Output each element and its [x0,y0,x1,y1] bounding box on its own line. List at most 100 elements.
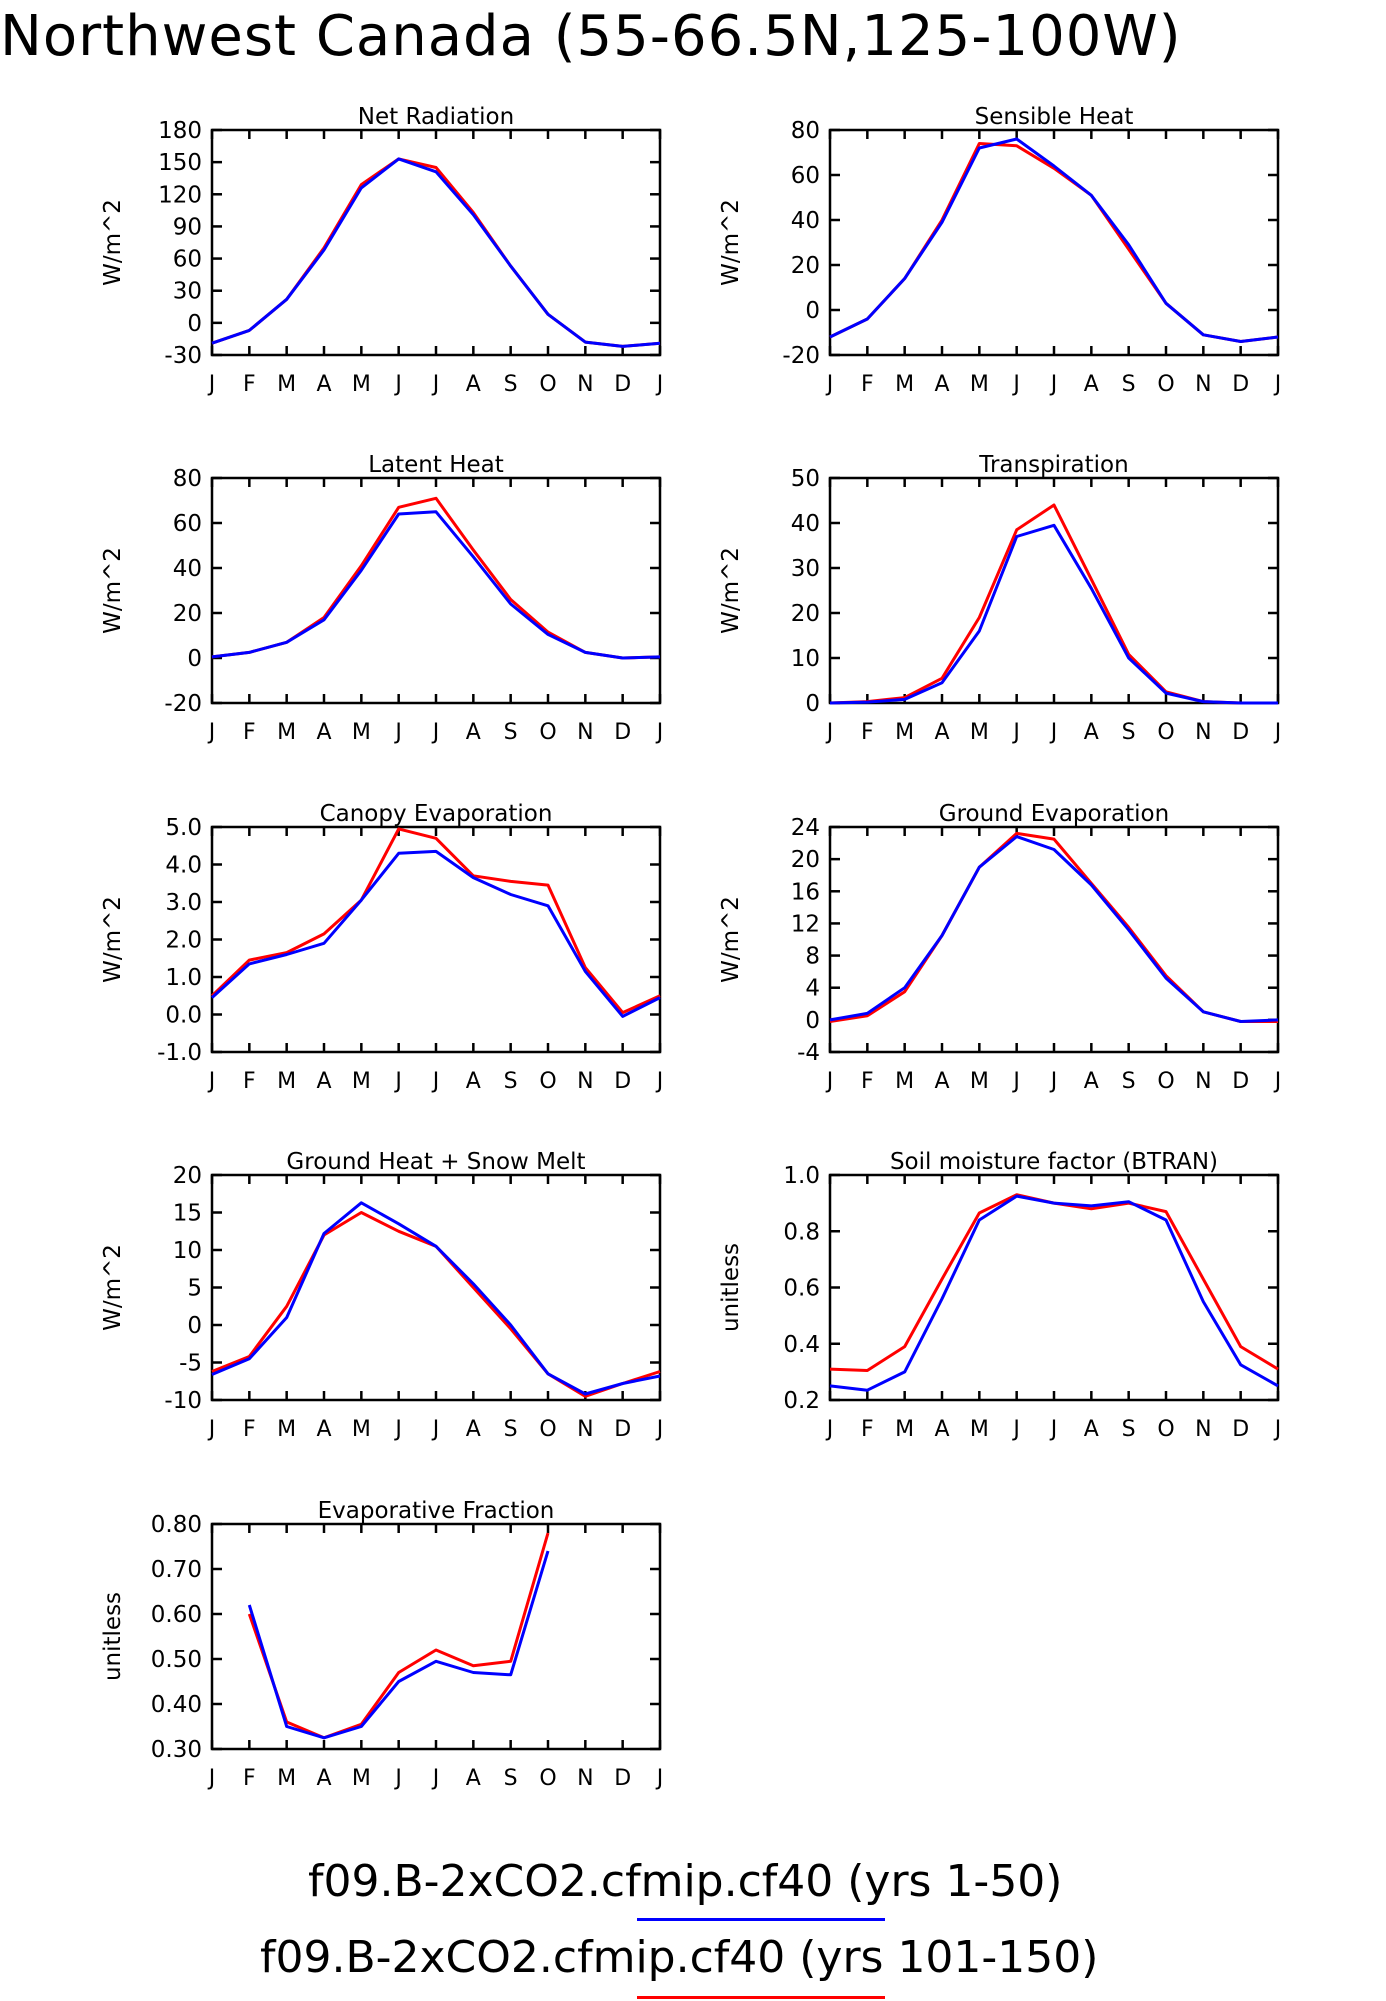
page-title: Northwest Canada (55-66.5N,125-100W) [0,4,1182,69]
x-tick-label: M [970,1069,989,1094]
plot-frame [210,825,662,1054]
x-tick-label: A [316,1069,331,1094]
x-tick-label: J [431,372,440,397]
x-tick-label: J [1049,372,1058,397]
x-tick-label: M [895,1069,914,1094]
y-tick-label: 0.50 [151,1647,202,1673]
x-tick-label: A [466,720,481,745]
chart-title: Sensible Heat [975,104,1134,130]
x-tick-label: J [393,720,402,745]
x-tick-label: S [1122,372,1136,397]
y-tick-label: 2.0 [165,928,202,954]
series-line-2 [210,849,661,1018]
x-tick-label: J [393,1766,402,1791]
x-tick-label: J [431,1069,440,1094]
x-tick-label: J [393,1069,402,1094]
y-tick-label: 40 [791,511,820,537]
series-line-1 [210,827,661,1015]
x-tick-label: F [243,720,256,745]
x-tick-label: S [1122,1417,1136,1442]
chart-panel-4: J F M A M J J A S O N D J01020304050TranspirationW/m… [718,452,1281,745]
y-tick-label: 60 [173,247,202,273]
y-tick-label: 0.80 [151,1512,202,1538]
x-tick-label: J [1011,720,1020,745]
x-tick-label: J [825,372,834,397]
x-tick-label: M [352,1417,371,1442]
y-tick-label: 0.2 [783,1388,820,1414]
y-tick-label: 1.0 [165,965,202,991]
x-tick-label: O [1157,720,1174,745]
x-tick-label: J [1011,372,1020,397]
x-tick-label: J [1049,720,1058,745]
y-tick-label: 16 [791,879,820,905]
x-tick-label: M [277,1766,296,1791]
y-tick-label: 0 [187,311,202,337]
x-tick-label: D [1232,1417,1249,1442]
plot-frame [828,128,1280,357]
x-tick-label: N [577,372,593,397]
y-tick-label: 60 [791,163,820,189]
x-tick-label: J [1011,1069,1020,1094]
x-tick-label: D [614,1417,631,1442]
y-tick-label: 40 [173,556,202,582]
x-tick-label: M [970,720,989,745]
y-tick-label: -30 [164,343,202,369]
y-tick-label: 0.6 [783,1276,820,1302]
x-tick-label: D [1232,372,1249,397]
x-tick-label: N [1195,1069,1211,1094]
x-tick-label: A [934,1417,949,1442]
x-tick-label: N [1195,1417,1211,1442]
x-tick-label: J [431,1417,440,1442]
x-tick-label: S [504,1766,518,1791]
plot-frame [828,825,1280,1054]
x-tick-label: J [393,372,402,397]
x-tick-label: F [861,372,874,397]
y-axis-label: W/m^2 [100,1244,126,1331]
x-tick-label: M [277,372,296,397]
x-tick-label: A [466,1417,481,1442]
y-tick-label: 20 [791,601,820,627]
x-tick-label: A [316,720,331,745]
x-tick-label: J [431,1766,440,1791]
x-tick-label: M [895,372,914,397]
x-tick-label: N [1195,372,1211,397]
series-line-2 [829,1194,1279,1392]
y-tick-label: 50 [791,466,820,492]
y-tick-label: 30 [791,556,820,582]
y-tick-label: 0.40 [151,1692,202,1718]
x-tick-label: J [825,720,834,745]
chart-title: Ground Heat + Snow Melt [286,1149,585,1175]
chart-panel-9: J F M A M J J A S O N D J0.300.400.500.600.700.80Eva… [100,1498,663,1791]
y-tick-label: 0 [805,298,820,324]
x-tick-label: S [504,1417,518,1442]
x-tick-label: S [1122,1069,1136,1094]
x-tick-label: A [1084,720,1099,745]
x-tick-label: J [207,1069,216,1094]
x-tick-label: J [207,372,216,397]
x-tick-label: J [207,720,216,745]
y-tick-label: 0 [805,691,820,717]
x-tick-label: M [277,1069,296,1094]
x-tick-label: O [1157,1417,1174,1442]
y-tick-label: 20 [173,1163,202,1189]
chart-title: Net Radiation [358,104,514,130]
x-tick-label: M [352,720,371,745]
x-tick-label: O [1157,372,1174,397]
series-line-1 [829,503,1278,705]
x-tick-label: F [243,1766,256,1791]
y-tick-label: 20 [173,601,202,627]
x-tick-label: J [1273,1069,1282,1094]
x-tick-label: J [1273,1417,1282,1442]
x-tick-label: F [861,1417,874,1442]
x-tick-label: M [352,1766,371,1791]
x-tick-label: N [577,1417,593,1442]
y-tick-label: 24 [791,815,820,841]
y-tick-label: -20 [164,691,202,717]
chart-title: Soil moisture factor (BTRAN) [890,1149,1218,1175]
x-tick-label: S [1122,720,1136,745]
x-tick-label: D [1232,1069,1249,1094]
